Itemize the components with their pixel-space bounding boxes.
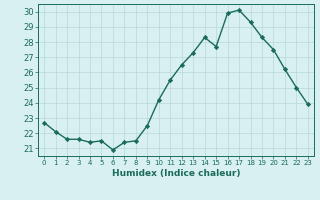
X-axis label: Humidex (Indice chaleur): Humidex (Indice chaleur)	[112, 169, 240, 178]
